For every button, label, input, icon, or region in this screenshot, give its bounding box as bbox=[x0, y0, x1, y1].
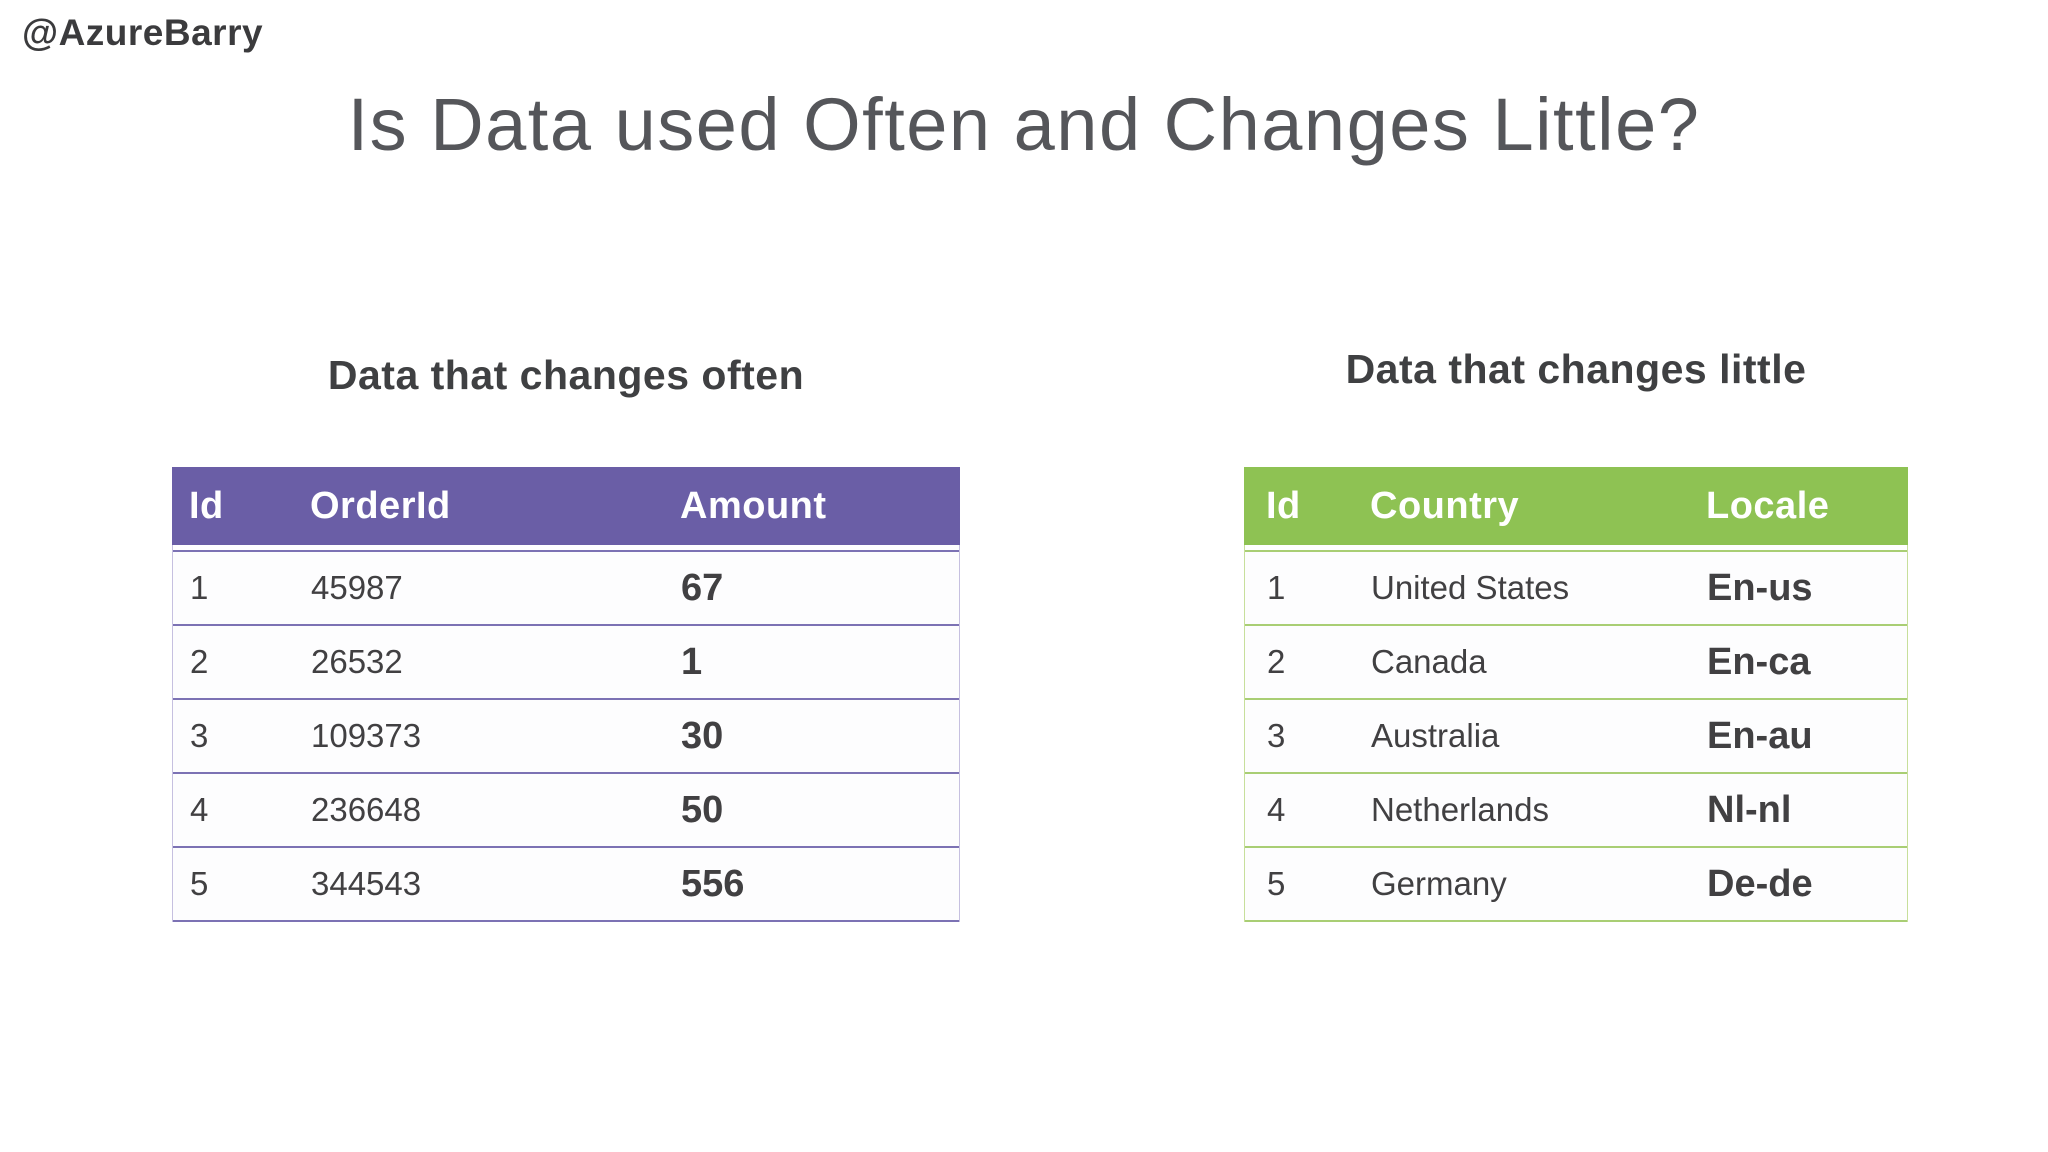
table-cell: Australia bbox=[1371, 717, 1500, 754]
table-cell: Nl-nl bbox=[1707, 788, 1792, 831]
table-cell: 3 bbox=[190, 717, 209, 754]
caption-changes-little: Data that changes little bbox=[1345, 346, 1807, 392]
column-header: Id bbox=[1266, 484, 1301, 527]
author-handle: @AzureBarry bbox=[22, 12, 264, 53]
table-cell: 1 bbox=[1267, 569, 1286, 606]
table-row: 3 Australia En-au bbox=[1245, 698, 1907, 772]
column-header: Country bbox=[1370, 484, 1520, 527]
table-changes-little: Id Country Locale 1 United States En-us 2 Cana… bbox=[1244, 467, 1908, 922]
table-cell: 344543 bbox=[311, 865, 422, 902]
table-cell: 5 bbox=[190, 865, 209, 902]
table-row: 1 45987 67 bbox=[173, 550, 959, 624]
table-row: 1 United States En-us bbox=[1245, 550, 1907, 624]
table-row: 5 Germany De-de bbox=[1245, 846, 1907, 922]
table-cell: 30 bbox=[681, 714, 724, 757]
table-row: 2 Canada En-ca bbox=[1245, 624, 1907, 698]
table-cell: 236648 bbox=[311, 791, 422, 828]
table-row: 4 236648 50 bbox=[173, 772, 959, 846]
table-cell: 26532 bbox=[311, 643, 403, 680]
column-header: Amount bbox=[680, 484, 827, 527]
table-cell: 1 bbox=[681, 640, 703, 683]
table-cell: De-de bbox=[1707, 862, 1813, 905]
table-cell: 1 bbox=[190, 569, 209, 606]
table-cell: 3 bbox=[1267, 717, 1286, 754]
table-cell: 45987 bbox=[311, 569, 403, 606]
table-body: 1 45987 67 2 26532 1 3 109373 30 4 236648 50 5 344543… bbox=[172, 545, 960, 922]
table-cell: Germany bbox=[1371, 865, 1507, 902]
table-cell: 67 bbox=[681, 566, 724, 609]
table-cell: En-au bbox=[1707, 714, 1813, 757]
table-cell: 2 bbox=[1267, 643, 1286, 680]
table-row: 5 344543 556 bbox=[173, 846, 959, 922]
table-cell: 50 bbox=[681, 788, 724, 831]
table-body: 1 United States En-us 2 Canada En-ca 3 Australi… bbox=[1244, 545, 1908, 922]
table-cell: En-us bbox=[1707, 566, 1813, 609]
column-header: Id bbox=[189, 484, 224, 527]
table-cell: Canada bbox=[1371, 643, 1487, 680]
table-cell: 109373 bbox=[311, 717, 422, 754]
caption-changes-often: Data that changes often bbox=[327, 352, 805, 398]
table-header-row: Id OrderId Amount bbox=[172, 467, 960, 545]
table-cell: En-ca bbox=[1707, 640, 1811, 683]
table-cell: 4 bbox=[190, 791, 209, 828]
table-cell: Netherlands bbox=[1371, 791, 1549, 828]
table-cell: 556 bbox=[681, 862, 745, 905]
page-title: Is Data used Often and Changes Little? bbox=[347, 83, 1701, 166]
table-row: 3 109373 30 bbox=[173, 698, 959, 772]
column-header: OrderId bbox=[310, 484, 451, 527]
table-row: 2 26532 1 bbox=[173, 624, 959, 698]
table-cell: 5 bbox=[1267, 865, 1286, 902]
table-header-row: Id Country Locale bbox=[1244, 467, 1908, 545]
table-cell: 4 bbox=[1267, 791, 1286, 828]
table-cell: 2 bbox=[190, 643, 209, 680]
table-row: 4 Netherlands Nl-nl bbox=[1245, 772, 1907, 846]
table-changes-often: Id OrderId Amount 1 45987 67 2 26532 1 3 109373 30… bbox=[172, 467, 960, 922]
table-cell: United States bbox=[1371, 569, 1570, 606]
column-header: Locale bbox=[1706, 484, 1830, 527]
